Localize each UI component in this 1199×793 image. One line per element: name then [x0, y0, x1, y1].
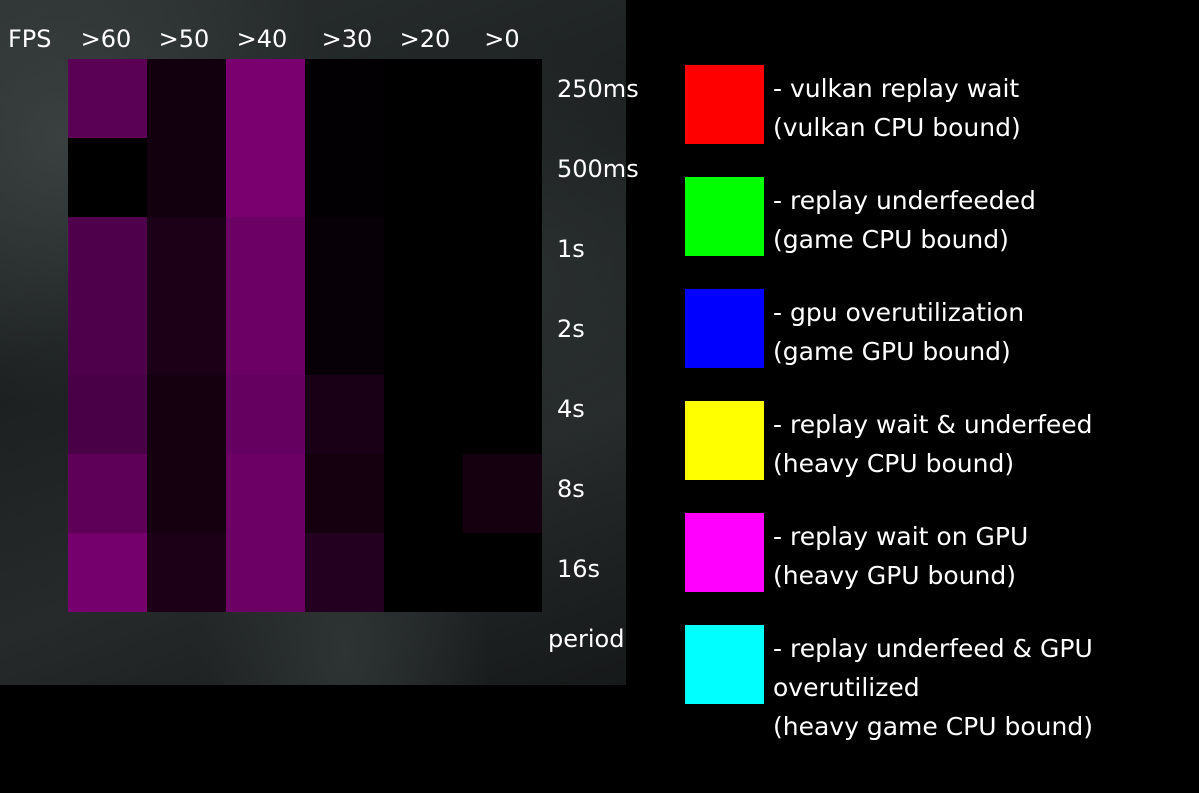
heatmap-cell-4s->30 [305, 375, 384, 454]
y-tick-label: 2s [557, 315, 585, 343]
legend-swatch-red [685, 65, 764, 144]
heatmap-cell-4s->40 [226, 375, 305, 454]
heatmap-cell-2s->40 [226, 296, 305, 375]
legend-label-line: - replay underfeeded [773, 186, 1036, 215]
heatmap-cell-500ms->60 [68, 138, 147, 217]
x-tick-label: >20 [400, 25, 451, 53]
heatmap-cell-250ms->20 [384, 59, 463, 138]
legend-label: - replay underfeeded (game CPU bound) [773, 181, 1036, 259]
x-tick-label: >40 [237, 25, 288, 53]
x-tick-label: >50 [159, 25, 210, 53]
legend-label: - gpu overutilization (game GPU bound) [773, 293, 1024, 371]
legend-label-line: (heavy game CPU bound) [773, 712, 1093, 741]
legend-label-line: - replay wait & underfeed [773, 410, 1093, 439]
x-axis-label: FPS [8, 25, 52, 53]
y-tick-label: 16s [557, 555, 600, 583]
heatmap-cell-250ms->60 [68, 59, 147, 138]
heatmap-cell-500ms->30 [305, 138, 384, 217]
legend-swatch-magenta [685, 513, 764, 592]
legend-label-line: (vulkan CPU bound) [773, 113, 1021, 142]
heatmap-cell-1s->20 [384, 217, 463, 296]
legend-label-line: overutilized [773, 673, 920, 702]
legend-label-line: - replay underfeed & GPU [773, 634, 1093, 663]
heatmap-cell-16s->40 [226, 533, 305, 612]
heatmap-cell-250ms->50 [147, 59, 226, 138]
legend-label-line: - gpu overutilization [773, 298, 1025, 327]
heatmap-cell-1s->30 [305, 217, 384, 296]
heatmap-cell-500ms->40 [226, 138, 305, 217]
heatmap-cell-8s->0 [463, 454, 542, 533]
heatmap-cell-8s->50 [147, 454, 226, 533]
x-tick-label: >30 [322, 25, 373, 53]
y-tick-labels: 250ms 500ms 1s 2s 4s 8s 16s [557, 75, 639, 583]
heatmap-cell-1s->50 [147, 217, 226, 296]
heatmap-cell-250ms->30 [305, 59, 384, 138]
heatmap-cell-4s->50 [147, 375, 226, 454]
heatmap-cell-2s->0 [463, 296, 542, 375]
legend-label: - replay wait & underfeed (heavy CPU bou… [773, 405, 1093, 483]
legend-swatch-green [685, 177, 764, 256]
legend-label-line: (heavy GPU bound) [773, 561, 1017, 590]
legend-label-line: (heavy CPU bound) [773, 449, 1015, 478]
heatmap-cell-8s->60 [68, 454, 147, 533]
heatmap-cell-250ms->40 [226, 59, 305, 138]
heatmap-cell-16s->20 [384, 533, 463, 612]
heatmap-cell-2s->60 [68, 296, 147, 375]
legend-label-line: - vulkan replay wait [773, 74, 1020, 103]
heatmap-cell-8s->30 [305, 454, 384, 533]
heatmap-chart: FPS >60 >50 >40 >30 >20 >0 250ms 500ms 1s 2s 4s 8s… [8, 25, 639, 653]
legend-swatch-blue [685, 289, 764, 368]
heatmap-cell-8s->20 [384, 454, 463, 533]
heatmap-cell-500ms->20 [384, 138, 463, 217]
legend-swatch-yellow [685, 401, 764, 480]
heatmap-cells [68, 59, 542, 612]
heatmap-cell-16s->0 [463, 533, 542, 612]
heatmap-cell-4s->20 [384, 375, 463, 454]
y-tick-label: 250ms [557, 75, 639, 103]
heatmap-cell-1s->0 [463, 217, 542, 296]
heatmap-cell-500ms->50 [147, 138, 226, 217]
legend-label-line: (game GPU bound) [773, 337, 1011, 366]
y-tick-label: 8s [557, 475, 585, 503]
y-tick-label: 1s [557, 235, 585, 263]
y-axis-label: period [548, 625, 624, 653]
heatmap-cell-4s->60 [68, 375, 147, 454]
heatmap-cell-1s->60 [68, 217, 147, 296]
heatmap-cell-4s->0 [463, 375, 542, 454]
heatmap-cell-16s->30 [305, 533, 384, 612]
legend-label-line: - replay wait on GPU [773, 522, 1029, 551]
x-tick-labels: >60 >50 >40 >30 >20 >0 [81, 25, 520, 53]
heatmap-cell-500ms->0 [463, 138, 542, 217]
heatmap-cell-1s->40 [226, 217, 305, 296]
legend-label: - replay underfeed & GPU overutilized (h… [773, 629, 1093, 746]
heatmap-cell-2s->20 [384, 296, 463, 375]
y-tick-label: 4s [557, 395, 585, 423]
legend-label: - vulkan replay wait (vulkan CPU bound) [773, 69, 1021, 147]
x-tick-label: >60 [81, 25, 132, 53]
legend-label-line: (game CPU bound) [773, 225, 1009, 254]
y-tick-label: 500ms [557, 155, 639, 183]
heatmap-cell-16s->50 [147, 533, 226, 612]
heatmap-cell-16s->60 [68, 533, 147, 612]
legend-label: - replay wait on GPU (heavy GPU bound) [773, 517, 1028, 595]
heatmap-cell-2s->50 [147, 296, 226, 375]
heatmap-cell-250ms->0 [463, 59, 542, 138]
x-tick-label: >0 [484, 25, 519, 53]
heatmap-cell-2s->30 [305, 296, 384, 375]
legend-swatch-cyan [685, 625, 764, 704]
heatmap-cell-8s->40 [226, 454, 305, 533]
